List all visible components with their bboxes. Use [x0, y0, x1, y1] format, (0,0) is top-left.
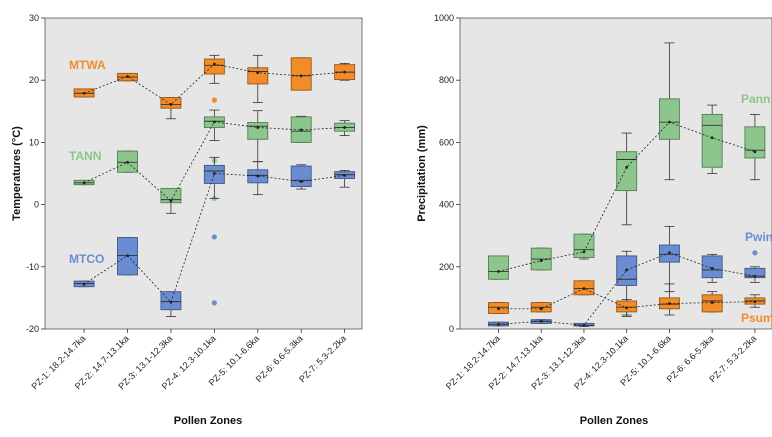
series-label-tann: TANN [69, 149, 101, 163]
box [744, 126, 766, 159]
outlier-point [211, 234, 217, 240]
mean-point [212, 172, 216, 175]
series-tann [73, 109, 356, 214]
mean-point [753, 150, 757, 154]
y-tick-label: -20 [26, 324, 39, 334]
y-tick-label: 30 [29, 13, 39, 23]
mean-point [539, 307, 543, 311]
mean-point [582, 250, 586, 254]
series-pann [488, 42, 766, 280]
y-tick-label: 0 [34, 200, 39, 210]
mean-point [710, 136, 714, 140]
mean-point [625, 306, 629, 310]
box [247, 122, 269, 140]
mean-point [82, 181, 86, 185]
mean-point [753, 274, 757, 278]
mean-point [299, 74, 303, 78]
mean-point [169, 300, 173, 304]
box [701, 255, 723, 279]
series-mtco [73, 156, 356, 317]
mean-point [212, 120, 216, 124]
mean-point [668, 251, 671, 255]
box [658, 98, 680, 140]
mean-point [582, 287, 586, 290]
box [247, 67, 269, 85]
series-psum [488, 280, 766, 316]
plot-marks [488, 42, 766, 327]
box [290, 57, 312, 91]
box [160, 97, 182, 109]
y-tick-label: 0 [449, 324, 454, 334]
y-axis-title: Temperatures (°C) [11, 126, 23, 221]
outlier-point [752, 250, 758, 256]
mean-point [212, 62, 216, 66]
box [290, 165, 312, 188]
y-tick-label: 1000 [434, 13, 454, 23]
outlier-point [211, 97, 217, 103]
box [203, 58, 225, 75]
box [488, 255, 509, 280]
mean-point [625, 268, 629, 272]
x-axis-title: Pollen Zones [580, 415, 648, 427]
y-tick-label: 400 [439, 200, 454, 210]
x-axis-title: Pollen Zones [174, 415, 242, 427]
mean-point [497, 322, 500, 326]
mean-point [343, 70, 347, 74]
outlier-point [211, 300, 217, 306]
mean-point [126, 75, 129, 78]
mean-point [668, 120, 671, 124]
mean-point [82, 91, 86, 95]
box [701, 113, 723, 168]
mean-point [256, 174, 260, 178]
y-tick-label: 200 [439, 262, 454, 272]
mean-point [710, 266, 714, 270]
mean-point [169, 199, 173, 203]
y-tick-label: 600 [439, 137, 454, 147]
mean-point [497, 270, 500, 273]
x-tick-label: PZ-7: 5.3-2.2ka [707, 333, 758, 384]
plot-area [459, 17, 772, 330]
mean-point [539, 259, 543, 262]
box [616, 151, 638, 192]
mean-point [343, 173, 347, 177]
mean-point [710, 301, 714, 304]
series-mtwa [73, 54, 356, 120]
mean-point [625, 165, 629, 169]
mean-point [256, 71, 260, 75]
mean-point [126, 254, 129, 258]
mean-point [82, 282, 86, 286]
series-label-mtco: MTCO [69, 252, 104, 266]
mean-point [126, 160, 129, 164]
mean-point [169, 103, 173, 106]
mean-point [256, 126, 260, 129]
series-label-pwin: Pwin [745, 230, 772, 244]
box [160, 291, 182, 311]
series-label-mtwa: MTWA [69, 58, 106, 72]
mean-point [668, 302, 671, 305]
mean-point [299, 128, 303, 132]
series-label-pann: Pann [741, 92, 770, 106]
x-tick-label: PZ-7: 5.3-2.2ka [297, 333, 348, 384]
y-tick-label: 20 [29, 75, 39, 85]
y-tick-label: 10 [29, 137, 39, 147]
mean-point [343, 126, 347, 129]
y-tick-label: -10 [26, 262, 39, 272]
mean-point [753, 300, 757, 304]
mean-point [539, 319, 543, 323]
mean-point [299, 180, 303, 183]
y-axis-title: Precipitation (mm) [416, 125, 428, 222]
box [573, 233, 595, 258]
box [744, 267, 766, 279]
series-label-psum: Psum [741, 311, 772, 325]
plot-marks [73, 54, 356, 317]
mean-point [497, 307, 500, 311]
mean-point [582, 323, 586, 327]
y-tick-label: 800 [439, 75, 454, 85]
